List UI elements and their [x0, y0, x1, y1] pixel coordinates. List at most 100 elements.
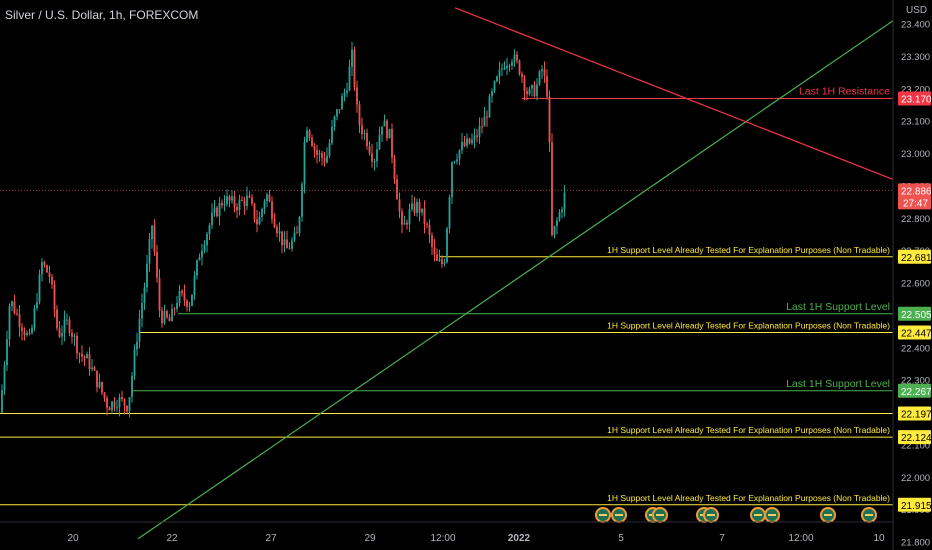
price-tag: 22.447 — [901, 329, 932, 340]
candle-body — [388, 129, 391, 139]
candle-body — [548, 96, 551, 143]
y-tick-label: 21.800 — [901, 538, 930, 549]
candle-body — [546, 76, 548, 97]
candle-body — [238, 199, 241, 211]
candle-body — [458, 150, 461, 160]
candle-body — [108, 407, 111, 411]
candle-body — [288, 248, 291, 250]
trendline-support[interactable] — [137, 20, 894, 540]
candle-body — [18, 314, 21, 328]
event-icon-flag — [656, 514, 664, 516]
candle-body — [223, 204, 226, 206]
candle-body — [296, 232, 298, 234]
candle-body — [226, 196, 228, 205]
candle-body — [391, 129, 393, 158]
level-label: 1H Support Level Already Tested For Expl… — [607, 321, 890, 331]
candle-body — [293, 232, 296, 241]
candle-body — [396, 179, 398, 200]
candle-body — [203, 245, 206, 251]
candle-body — [73, 335, 76, 337]
price-tag-bg — [898, 430, 931, 445]
candle-body — [121, 397, 123, 399]
candle-body — [168, 317, 171, 322]
candle-body — [156, 252, 158, 278]
candle-body — [418, 201, 421, 213]
countdown-tag: 27:47 — [903, 198, 928, 209]
candle-body — [58, 328, 61, 337]
price-tag: 22.681 — [901, 253, 932, 264]
candle-body — [346, 90, 348, 93]
candle-body — [186, 300, 188, 307]
candle-body — [453, 161, 456, 163]
candle-body — [398, 199, 401, 212]
candle-body — [416, 201, 418, 213]
candle-body — [323, 157, 326, 163]
candle-body — [43, 262, 46, 266]
chart-title[interactable]: Silver / U.S. Dollar, 1h, FOREXCOM — [5, 8, 199, 22]
candle-body — [208, 225, 211, 234]
candle-body — [106, 398, 108, 408]
price-tag: 21.915 — [901, 501, 932, 512]
y-tick-label: 23.100 — [901, 117, 930, 128]
candle-body — [373, 161, 376, 163]
candle-body — [291, 240, 293, 249]
candle-body — [511, 61, 513, 66]
y-tick-label: 23.000 — [901, 149, 930, 160]
candle-body — [303, 141, 306, 185]
trendline-resistance[interactable] — [454, 7, 894, 180]
candle-body — [308, 130, 311, 138]
candle-body — [448, 197, 451, 229]
candle-body — [126, 405, 128, 412]
candle-body — [371, 153, 373, 162]
candle-body — [456, 159, 458, 162]
candle-body — [171, 308, 173, 322]
candle-body — [328, 143, 331, 156]
candle-body — [478, 126, 481, 137]
candle-body — [276, 227, 278, 234]
candle-body — [111, 401, 113, 411]
candle-body — [93, 367, 96, 371]
candle-body — [48, 272, 51, 277]
candle-body — [401, 211, 403, 225]
level-label: 1H Support Level Already Tested For Expl… — [607, 425, 890, 435]
candle-body — [188, 305, 191, 307]
candle-body — [263, 201, 266, 210]
candle-body — [331, 126, 333, 144]
candle-body — [231, 196, 233, 201]
price-tag-bg — [898, 497, 931, 512]
x-tick-label: 10 — [873, 533, 885, 544]
candle-body — [386, 120, 388, 139]
candle-body — [163, 311, 166, 324]
candle-body — [558, 212, 561, 221]
candle-body — [541, 69, 543, 72]
level-label: Last 1H Resistance — [799, 85, 890, 97]
candle-body — [363, 132, 366, 135]
candle-body — [83, 356, 86, 359]
candle-body — [473, 135, 476, 140]
candle-body — [408, 209, 411, 225]
candle-body — [423, 208, 426, 224]
candle-body — [258, 216, 261, 225]
candle-body — [133, 349, 136, 376]
candle-body — [181, 290, 183, 294]
candle-body — [313, 146, 316, 150]
candle-body — [561, 209, 563, 213]
candle-body — [341, 96, 343, 110]
candle-body — [36, 302, 38, 309]
candle-body — [528, 88, 531, 95]
candle-body — [521, 73, 523, 78]
candle-body — [141, 303, 143, 319]
candle-body — [78, 353, 81, 355]
candle-body — [228, 196, 231, 201]
candle-body — [91, 367, 93, 370]
y-tick-label: 22.800 — [901, 214, 930, 225]
level-label: Last 1H Support Level — [786, 301, 890, 313]
candle-body — [76, 335, 78, 354]
candle-body — [496, 76, 498, 82]
x-tick-label: 12:00 — [430, 533, 455, 544]
candle-body — [146, 263, 148, 288]
candle-body — [243, 200, 246, 206]
candle-body — [151, 225, 153, 240]
